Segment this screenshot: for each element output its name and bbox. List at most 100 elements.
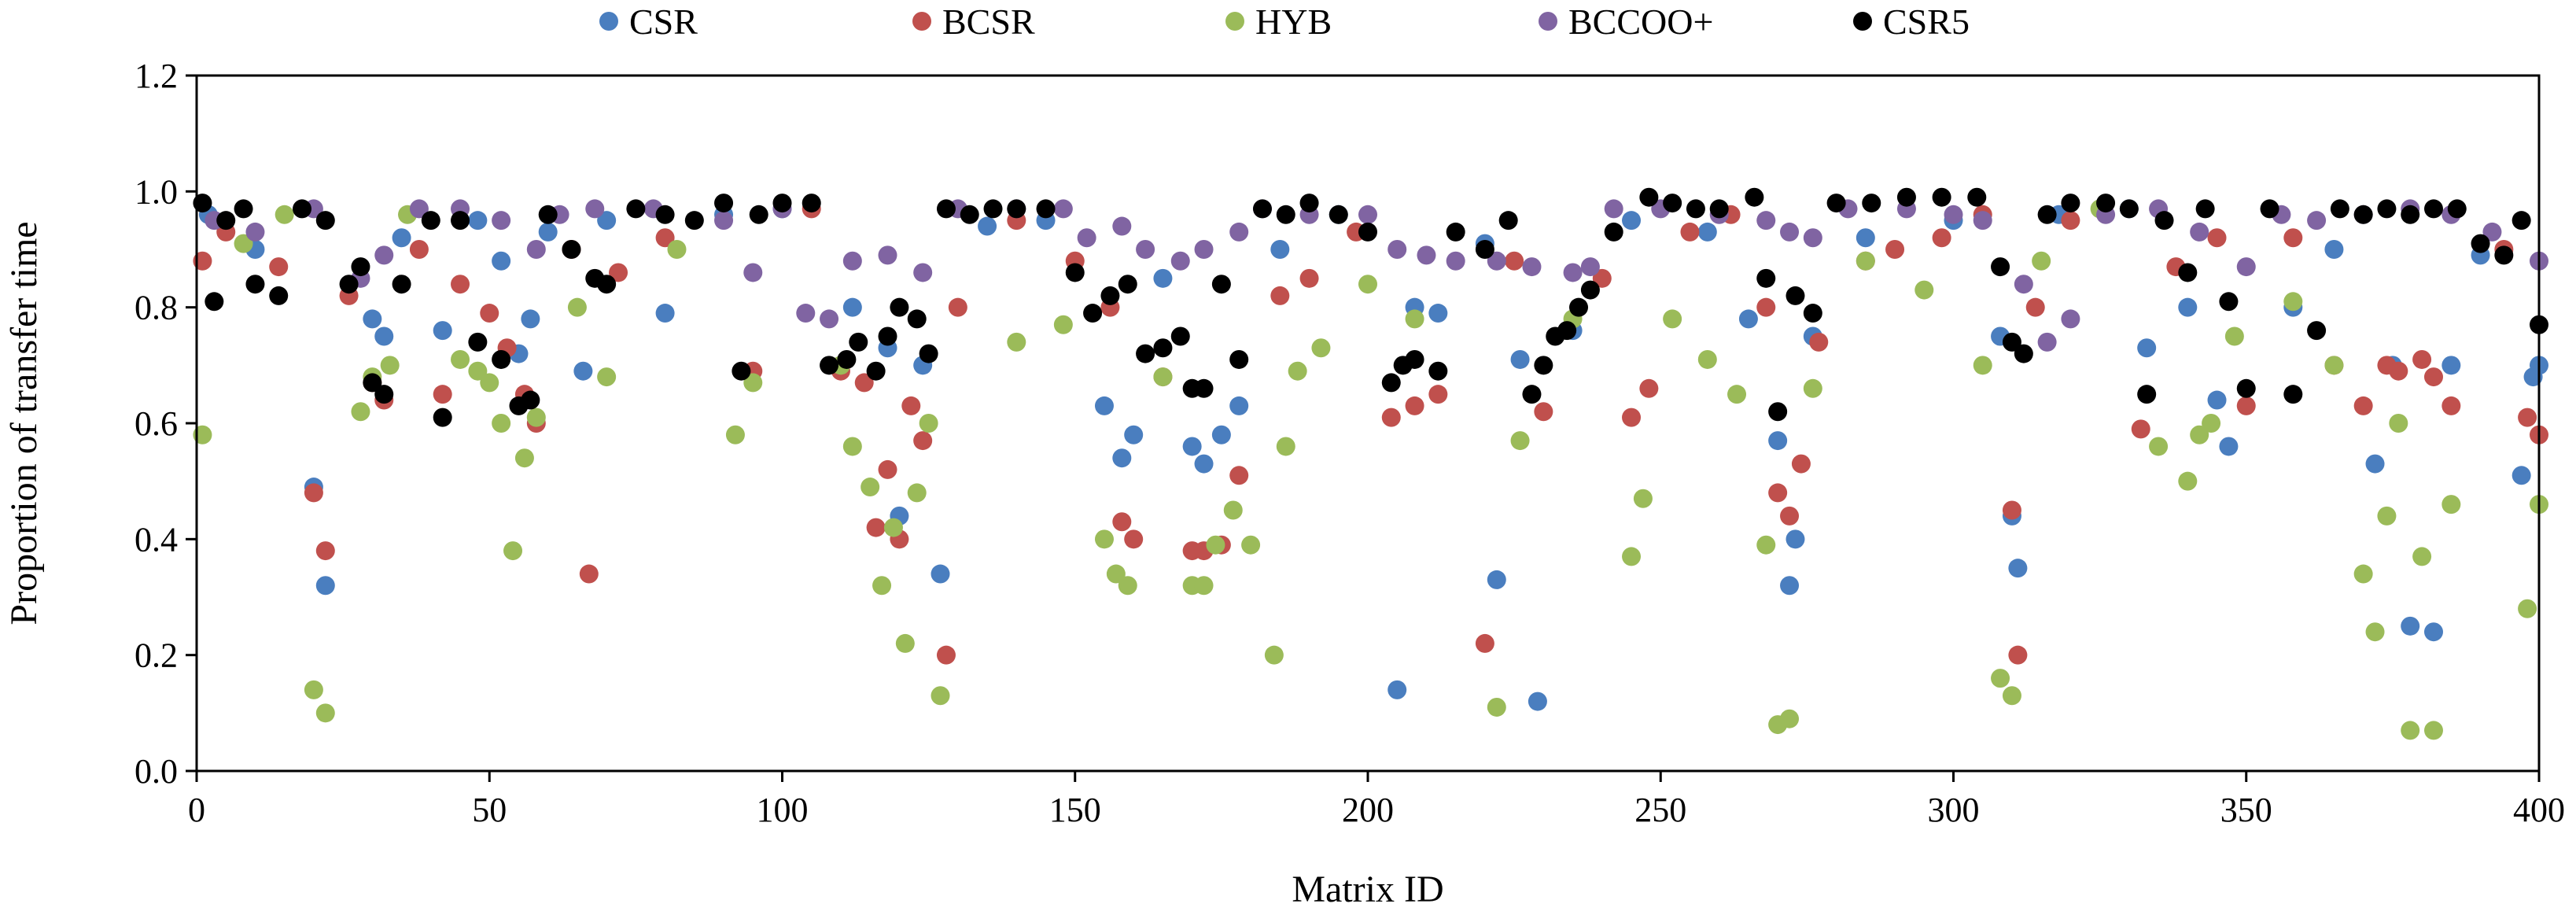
data-point (351, 257, 370, 277)
x-tick-label: 250 (1634, 791, 1686, 829)
data-point (1973, 356, 1992, 375)
data-point (2441, 495, 2461, 515)
legend-marker (912, 12, 931, 31)
data-point (421, 211, 440, 231)
data-point (1697, 349, 1717, 369)
data-point (2002, 686, 2021, 706)
data-point (433, 385, 452, 404)
data-point (2307, 321, 2327, 341)
data-point (626, 199, 646, 219)
data-point (714, 211, 734, 231)
data-point (2119, 199, 2139, 219)
data-point (2037, 332, 2057, 352)
data-point (2423, 199, 2443, 219)
data-point (585, 199, 605, 219)
data-point (960, 205, 979, 224)
data-point (562, 240, 581, 259)
data-point (936, 645, 956, 665)
data-point (2471, 234, 2490, 253)
data-point (1534, 402, 1553, 422)
data-point (521, 309, 540, 329)
data-point (655, 228, 675, 248)
data-point (2149, 437, 2169, 456)
data-point (351, 402, 370, 422)
data-point (1106, 564, 1126, 584)
data-point (1223, 500, 1243, 520)
data-point (878, 245, 897, 265)
y-tick-label: 1.2 (135, 57, 178, 95)
data-point (293, 199, 312, 219)
data-point (2137, 385, 2157, 404)
data-point (468, 332, 488, 352)
data-point (1417, 245, 1436, 265)
data-point (2224, 326, 2244, 346)
data-point (2236, 378, 2256, 398)
data-point (492, 349, 511, 369)
data-point (2494, 245, 2514, 265)
data-point (1388, 240, 1407, 259)
data-point (1112, 216, 1132, 236)
data-point (1112, 512, 1132, 532)
data-point (1780, 576, 1800, 596)
data-point (842, 437, 862, 456)
data-point (878, 326, 897, 346)
data-point (2236, 396, 2256, 415)
data-point (1686, 199, 1705, 219)
data-point (1727, 385, 1747, 404)
x-tick-label: 0 (188, 791, 205, 829)
data-point (978, 216, 997, 236)
data-point (374, 326, 394, 346)
data-point (1803, 378, 1822, 398)
data-point (1077, 228, 1096, 248)
data-point (2389, 361, 2408, 381)
data-point (849, 332, 868, 352)
data-point (2423, 622, 2443, 642)
data-point (1756, 297, 1776, 317)
data-point (234, 199, 253, 219)
legend-label: BCSR (942, 2, 1035, 42)
data-point (315, 576, 335, 596)
data-point (2061, 309, 2080, 329)
data-point (492, 414, 511, 433)
data-point (1991, 669, 2010, 688)
data-point (1780, 709, 1800, 728)
data-point (597, 211, 617, 231)
data-point (842, 297, 862, 317)
data-point (2236, 257, 2256, 277)
data-point (1932, 228, 1951, 248)
data-point (1768, 431, 1788, 451)
data-point (1622, 547, 1642, 566)
data-point (1446, 251, 1465, 271)
y-tick-label: 1.0 (135, 172, 178, 211)
data-point (597, 367, 617, 387)
data-point (2207, 390, 2227, 410)
data-point (234, 234, 253, 253)
data-point (1118, 576, 1137, 596)
data-point (2518, 408, 2537, 427)
legend-marker (1853, 12, 1872, 31)
data-point (2202, 414, 2221, 433)
data-point (1967, 187, 1987, 207)
data-point (1780, 222, 1800, 242)
data-point (1862, 194, 1881, 213)
data-point (913, 263, 933, 282)
data-point (1053, 315, 1073, 334)
data-point (521, 390, 540, 410)
data-point (1475, 633, 1494, 653)
data-point (503, 541, 523, 561)
data-point (1522, 385, 1542, 404)
data-point (2423, 367, 2443, 387)
data-point (901, 396, 921, 415)
data-point (1498, 211, 1518, 231)
data-point (1786, 286, 1805, 305)
data-point (1622, 211, 1642, 231)
data-point (1622, 408, 1642, 427)
data-point (931, 686, 950, 706)
data-point (2131, 419, 2150, 439)
data-points (193, 187, 2548, 740)
data-point (1487, 251, 1506, 271)
data-point (837, 349, 857, 369)
data-point (1580, 257, 1600, 277)
data-point (1276, 437, 1295, 456)
